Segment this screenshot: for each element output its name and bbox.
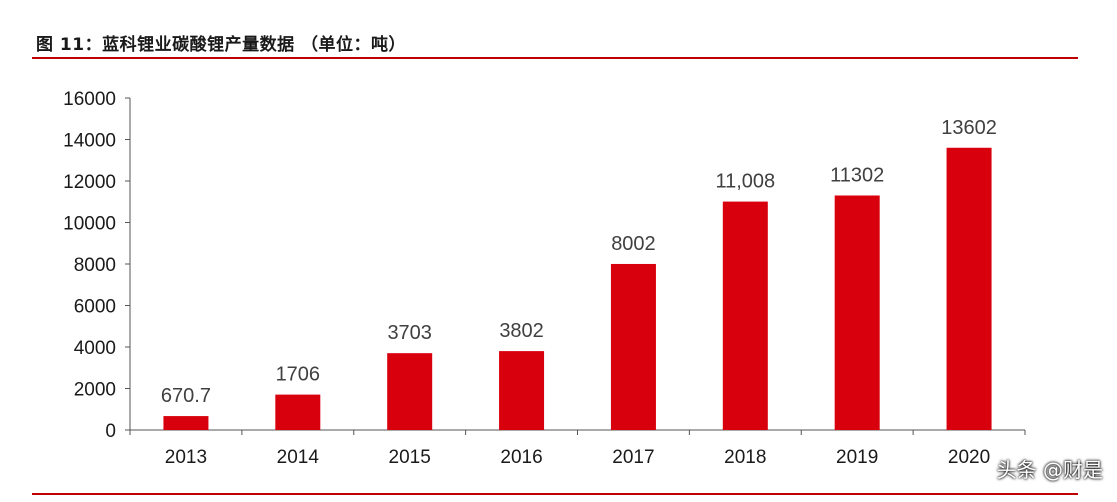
y-tick-label: 14000 [63,131,116,152]
x-tick-label: 2014 [277,447,320,468]
x-tick-label: 2018 [724,447,766,468]
watermark: 头条 @财是 [996,458,1103,482]
x-tick-label: 2020 [948,447,990,468]
bar-2014 [275,394,321,430]
data-label: 3703 [387,322,432,344]
y-tick-label: 2000 [74,380,116,401]
bar-2019 [834,195,880,430]
figure-title: 图 11：蓝科锂业碳酸锂产量数据 （单位：吨） [36,35,406,55]
x-tick-label: 2017 [612,447,654,468]
data-label: 3802 [499,320,544,342]
data-label: 670.7 [161,385,211,407]
y-tick-label: 10000 [63,214,116,235]
x-axis: 2013 2014 2015 2016 2017 2018 2019 2020 [129,429,1026,468]
data-label: 1706 [276,364,321,386]
bar-2020 [946,147,992,431]
y-tick-label: 6000 [74,297,116,318]
bar-2018 [722,201,768,430]
bar-2017 [610,263,656,430]
bars [163,147,992,431]
bar-2015 [387,353,433,430]
y-tick-label: 12000 [63,172,116,193]
x-tick-label: 2013 [165,447,207,468]
y-tick-label: 0 [105,421,116,442]
data-label: 11,008 [715,171,775,193]
x-tick-label: 2016 [500,447,542,468]
data-label: 8002 [611,233,656,255]
bar-2016 [499,351,545,430]
title-rule [32,57,1078,59]
data-label: 11302 [830,164,884,186]
y-axis: 0 2000 4000 6000 8000 10000 12000 14000 16000 [63,89,131,442]
x-tick-label: 2015 [389,447,431,468]
y-tick-label: 16000 [63,89,116,110]
bar-2013 [163,416,209,430]
y-tick-label: 8000 [74,255,116,276]
data-labels: 670.7 1706 3703 3802 8002 11,008 11302 13602 [161,117,997,407]
y-tick-label: 4000 [74,338,116,359]
footer-rule [32,493,1078,495]
data-label: 13602 [941,117,997,139]
x-tick-label: 2019 [836,447,878,468]
